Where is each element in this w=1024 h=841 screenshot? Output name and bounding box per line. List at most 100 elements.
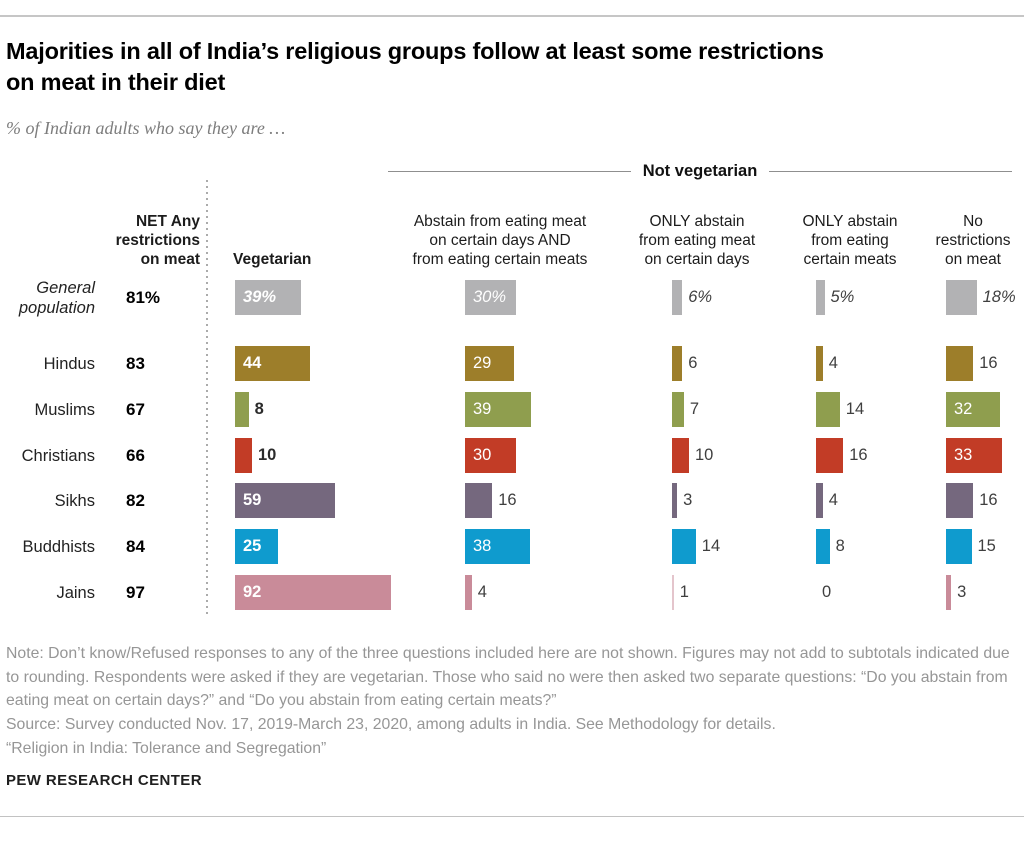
row-label: Jains (56, 583, 95, 602)
bar-value: 39 (473, 400, 492, 418)
table-row-hindus: Hindus 83 44 29 6 4 16 (0, 346, 1024, 381)
report-title-line: “Religion in India: Tolerance and Segreg… (6, 740, 327, 757)
bar-value: 44 (243, 354, 262, 372)
bar-value: 1 (679, 583, 689, 601)
row-label: General population (18, 278, 95, 317)
bar-only-days (672, 529, 696, 564)
bar-value: 8 (835, 537, 845, 555)
bar-value: 6% (688, 288, 713, 306)
bar-value: 38 (473, 537, 492, 555)
bar-only-meats (816, 280, 825, 315)
bar-value: 29 (473, 354, 492, 372)
row-label: Hindus (43, 354, 95, 373)
bar-abstain-days-and-meats (465, 438, 516, 473)
not-vegetarian-bracket: Not vegetarian (388, 160, 1012, 182)
bar-only-meats (816, 346, 823, 381)
bar-abstain-days-and-meats (465, 529, 530, 564)
row-label: Christians (21, 446, 95, 465)
bar-no-restrictions (946, 280, 977, 315)
net-value: 67 (126, 399, 145, 419)
column-header-vegetarian: Vegetarian (233, 251, 312, 268)
bar-value: 4 (828, 354, 838, 372)
bracket-line-left (388, 170, 631, 172)
net-value: 81% (126, 287, 161, 307)
net-value: 84 (126, 536, 145, 556)
bar-value: 3 (957, 583, 967, 601)
bar-value: 0 (822, 583, 832, 601)
net-value: 82 (126, 490, 145, 510)
bar-value: 4 (477, 583, 487, 601)
bar-abstain-days-and-meats (465, 575, 472, 610)
title-line-1: Majorities in all of India’s religious g… (6, 38, 824, 64)
bar-no-restrictions (946, 483, 974, 518)
bar-vegetarian (235, 529, 278, 564)
bottom-rule (0, 816, 1024, 817)
bar-value: 8 (254, 400, 264, 418)
bar-value: 10 (695, 446, 714, 464)
bar-value: 59 (243, 491, 262, 509)
bar-value: 25 (243, 537, 262, 555)
bar-chart: Not vegetarian NET Any restrictions on m… (0, 152, 1024, 627)
bar-value: 14 (701, 537, 721, 555)
bar-value: 16 (979, 354, 998, 372)
table-row-general-population: General population 81% 39% 30% 6% 5% 18% (0, 278, 1024, 317)
column-header-only-days: ONLY abstain from eating meat on certain… (638, 213, 756, 268)
bar-only-days (672, 483, 678, 518)
top-rule (0, 15, 1024, 17)
bar-abstain-days-and-meats (465, 392, 532, 427)
bar-value: 6 (688, 354, 698, 372)
chart-subtitle: % of Indian adults who say they are … (6, 118, 286, 138)
bar-vegetarian (235, 346, 310, 381)
row-label: Muslims (34, 400, 96, 419)
row-label: Buddhists (22, 537, 95, 556)
vegetarian-divider-dotted-line (206, 180, 208, 616)
bar-value: 39% (243, 288, 277, 306)
bar-no-restrictions (946, 575, 952, 610)
bar-value: 3 (683, 491, 693, 509)
bar-abstain-days-and-meats (465, 346, 515, 381)
bar-only-days (672, 346, 683, 381)
bar-no-restrictions (946, 529, 972, 564)
bar-only-days (672, 438, 689, 473)
table-row-christians: Christians 66 10 30 10 16 33 (0, 438, 1024, 473)
column-header-abstain-days-and-meats: Abstain from eating meat on certain days… (412, 213, 588, 268)
table-row-sikhs: Sikhs 82 59 16 3 4 16 (0, 483, 1024, 518)
bar-value: 30% (473, 288, 507, 306)
bar-no-restrictions (946, 346, 974, 381)
bar-value: 32 (954, 400, 973, 418)
bar-only-days (672, 280, 683, 315)
column-header-net: NET Any restrictions on meat (115, 213, 200, 268)
table-row-jains: Jains 97 92 4 1 0 3 (0, 575, 1024, 610)
bracket-line-right (769, 170, 1012, 172)
bar-value: 16 (979, 491, 998, 509)
bar-value: 5% (830, 288, 855, 306)
bar-only-meats (816, 483, 823, 518)
bar-value: 10 (258, 446, 277, 464)
row-label: Sikhs (54, 491, 95, 510)
page-title: Majorities in all of India’s religious g… (6, 36, 956, 98)
net-value: 83 (126, 353, 145, 373)
bar-value: 15 (977, 537, 996, 555)
bar-vegetarian (235, 575, 392, 610)
bar-abstain-days-and-meats (465, 483, 493, 518)
title-line-2: on meat in their diet (6, 69, 226, 95)
bar-vegetarian (235, 280, 302, 315)
bar-no-restrictions (946, 438, 1003, 473)
bar-value: 4 (828, 491, 838, 509)
bar-only-meats (816, 529, 830, 564)
column-header-no-restrictions: No restrictions on meat (935, 213, 1011, 268)
bar-only-meats (816, 392, 840, 427)
bar-abstain-days-and-meats (465, 280, 516, 315)
net-value: 97 (126, 582, 145, 602)
bar-only-meats (816, 438, 844, 473)
bar-value: 14 (845, 400, 865, 418)
not-vegetarian-label: Not vegetarian (642, 161, 758, 180)
bar-value: 16 (498, 491, 517, 509)
bar-value: 18% (982, 288, 1016, 306)
bar-value: 7 (689, 400, 700, 418)
bar-no-restrictions (946, 392, 1001, 427)
pew-research-center-wordmark: PEW RESEARCH CENTER (6, 772, 202, 789)
footnote: Note: Don’t know/Refused responses to an… (6, 645, 1010, 709)
bar-vegetarian (235, 438, 252, 473)
